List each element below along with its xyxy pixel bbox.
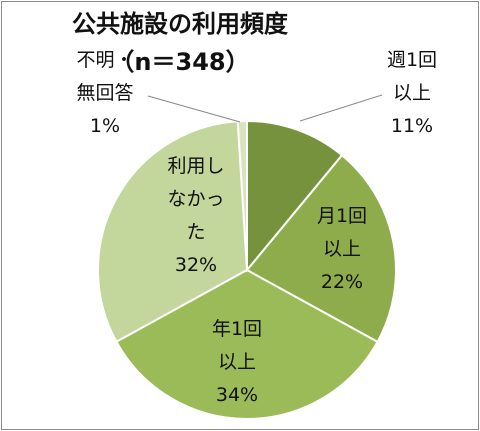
pie-slice [246,119,344,273]
value-label: 34% [215,384,259,406]
leader-line [147,95,241,123]
category-label: 年1回 以上 [211,318,263,373]
slice-label: 年1回 以上 34% [212,313,262,412]
leader-line [299,94,383,122]
pie-slice [245,153,397,344]
chart-title: 公共施設の利用頻度 [72,10,288,38]
pie-slice [97,120,249,344]
pie-slice [115,268,379,420]
chart-subtitle: （n＝348） [110,48,250,76]
category-label: 月1回 以上 [316,205,368,260]
category-label: 利用し なかっ た [167,155,225,243]
slice-label: 利用し なかっ た 32% [167,150,224,282]
value-label: 32% [174,254,218,276]
value-label: 11% [390,115,434,137]
value-label: 1% [89,115,121,137]
value-label: 22% [320,271,364,293]
category-label: 不明・ 無回答 [76,49,134,104]
category-label: 週1回 以上 [386,49,438,104]
slice-label: 不明・ 無回答 1% [76,44,133,143]
slice-label: 週1回 以上 11% [387,44,437,143]
slice-label: 月1回 以上 22% [317,200,367,299]
